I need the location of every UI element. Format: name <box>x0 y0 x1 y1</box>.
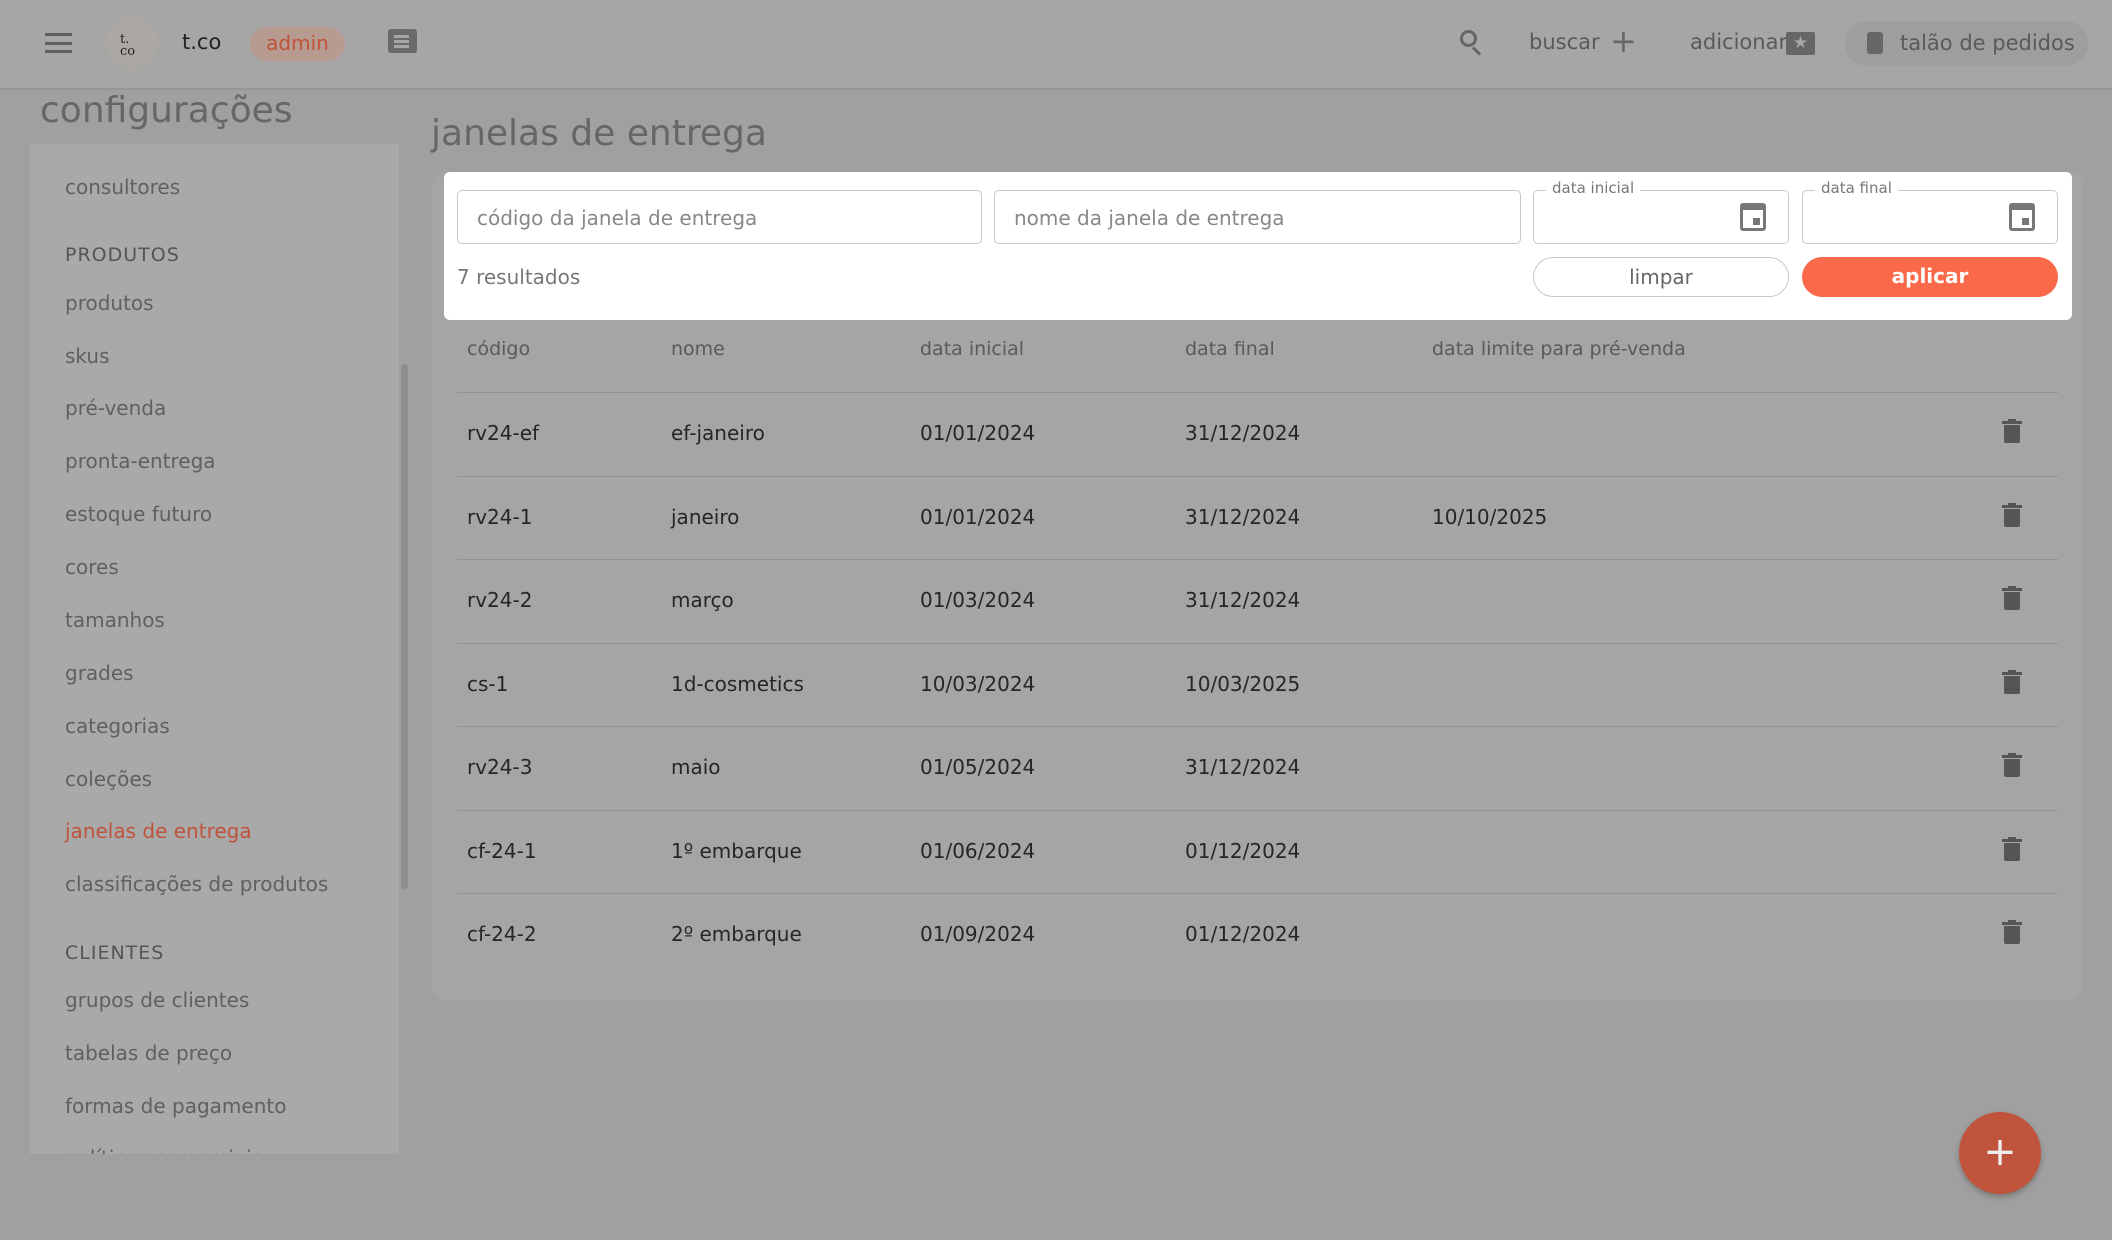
table-cell: rv24-2 <box>467 588 533 612</box>
sidebar-scrollbar[interactable] <box>401 364 408 889</box>
table-cell: 31/12/2024 <box>1185 504 1301 529</box>
chat-icon[interactable] <box>388 29 417 53</box>
table-cell: ef-janeiro <box>671 421 765 445</box>
sidebar-item[interactable]: formas de pagamento <box>65 1094 287 1118</box>
table-cell: março <box>671 588 734 612</box>
settings-title: configurações <box>40 90 293 131</box>
sidebar-item[interactable]: categorias <box>65 714 170 738</box>
trash-icon[interactable] <box>2002 586 2022 610</box>
results-count: 7 resultados <box>457 265 581 289</box>
table-cell: 10/10/2025 <box>1432 504 1548 529</box>
table-cell: maio <box>671 755 721 779</box>
sidebar-item[interactable]: skus <box>65 344 110 368</box>
sidebar-section-heading: CLIENTES <box>65 942 165 964</box>
column-header: data final <box>1185 338 1275 360</box>
calendar-icon[interactable] <box>2009 203 2035 231</box>
table-cell: 31/12/2024 <box>1185 421 1301 445</box>
table-cell: 31/12/2024 <box>1185 588 1301 612</box>
column-header: código <box>467 338 531 360</box>
end-date-field[interactable]: data final <box>1802 179 2058 244</box>
start-date-field[interactable]: data inicial <box>1533 179 1789 244</box>
sidebar-item[interactable]: consultores <box>65 175 181 199</box>
table-cell: 1d-cosmetics <box>671 671 804 696</box>
table-cell: 01/01/2024 <box>920 421 1036 445</box>
table-cell: rv24-3 <box>467 755 533 779</box>
table-cell: janeiro <box>671 504 740 529</box>
table-cell: 01/06/2024 <box>920 838 1036 863</box>
brand-name: t.co <box>182 30 222 54</box>
table-cell: 01/01/2024 <box>920 504 1036 529</box>
table-cell: cs-1 <box>467 671 509 696</box>
table-cell: 01/05/2024 <box>920 755 1036 779</box>
sidebar-item[interactable]: tamanhos <box>65 608 165 632</box>
table-cell: 01/12/2024 <box>1185 922 1301 946</box>
sidebar-item[interactable]: produtos <box>65 291 154 315</box>
table-cell: 10/03/2025 <box>1185 671 1301 696</box>
column-header: data limite para pré-venda <box>1432 338 1686 360</box>
table-row[interactable]: cf-24-2 2º embarque 01/09/2024 01/12/2024 <box>457 893 2058 976</box>
table-cell: 01/12/2024 <box>1185 838 1301 863</box>
role-badge: admin <box>250 27 345 61</box>
sidebar-item[interactable]: estoque futuro <box>65 502 213 526</box>
table-cell: 2º embarque <box>671 922 802 946</box>
trash-icon[interactable] <box>2002 920 2022 944</box>
top-bar: t. co t.co admin buscar + adicionar ★ ta… <box>0 0 2112 90</box>
sidebar-item[interactable]: grupos de clientes <box>65 988 250 1012</box>
table-row[interactable]: rv24-2 março 01/03/2024 31/12/2024 <box>457 559 2058 642</box>
logo[interactable]: t. co <box>106 17 158 69</box>
table-row[interactable]: cs-1 1d-cosmetics 10/03/2024 10/03/2025 <box>457 642 2058 726</box>
sidebar-item[interactable]: pronta-entrega <box>65 449 216 473</box>
table-cell: 01/03/2024 <box>920 588 1036 612</box>
apply-button[interactable]: aplicar <box>1802 257 2058 297</box>
table-row[interactable]: rv24-3 maio 01/05/2024 31/12/2024 <box>457 726 2058 809</box>
star-ticket-icon[interactable]: ★ <box>1786 32 1815 55</box>
table-cell: 31/12/2024 <box>1185 755 1301 779</box>
page-title: janelas de entrega <box>431 113 767 154</box>
sidebar-item[interactable]: cores <box>65 555 119 579</box>
sidebar-item[interactable]: coleções <box>65 767 153 791</box>
table-cell: 10/03/2024 <box>920 671 1036 696</box>
trash-icon[interactable] <box>2002 502 2022 527</box>
calendar-icon[interactable] <box>1740 203 1766 231</box>
clear-button[interactable]: limpar <box>1533 257 1789 297</box>
filter-panel: código da janela de entrega nome da jane… <box>444 172 2072 320</box>
menu-icon[interactable] <box>45 33 72 53</box>
table-cell: rv24-1 <box>467 504 533 529</box>
plus-icon: + <box>1610 22 1637 60</box>
table-cell: cf-24-2 <box>467 922 537 946</box>
search-icon <box>1460 30 1477 47</box>
order-pad-icon <box>1867 32 1883 54</box>
sidebar-section-heading: PRODUTOS <box>65 244 180 266</box>
table-cell: rv24-ef <box>467 421 540 445</box>
sidebar-item[interactable]: pré-venda <box>65 396 167 420</box>
table-row[interactable]: cf-24-1 1º embarque 01/06/2024 01/12/2024 <box>457 809 2058 893</box>
trash-icon[interactable] <box>2002 419 2022 443</box>
table-cell: cf-24-1 <box>467 838 537 863</box>
table-row[interactable]: rv24-ef ef-janeiro 01/01/2024 31/12/2024 <box>457 392 2058 475</box>
table-row[interactable]: rv24-1 janeiro 01/01/2024 31/12/2024 10/10/2… <box>457 475 2058 559</box>
order-pad-button[interactable]: talão de pedidos <box>1845 21 2088 66</box>
trash-icon[interactable] <box>2002 669 2022 694</box>
search-button[interactable]: buscar <box>1458 26 1600 60</box>
add-delivery-window-fab[interactable]: + <box>1959 1112 2041 1194</box>
table-cell: 01/09/2024 <box>920 922 1036 946</box>
column-header: nome <box>671 338 725 360</box>
column-header: data inicial <box>920 338 1025 360</box>
add-button[interactable]: + adicionar <box>1610 22 1788 60</box>
name-filter-input[interactable]: nome da janela de entrega <box>994 190 1521 244</box>
sidebar-item[interactable]: tabelas de preço <box>65 1041 233 1065</box>
code-filter-input[interactable]: código da janela de entrega <box>457 190 982 244</box>
trash-icon[interactable] <box>2002 753 2022 777</box>
sidebar-item[interactable]: classificações de produtos <box>65 872 329 896</box>
sidebar-item[interactable]: janelas de entrega <box>65 819 252 843</box>
sidebar-item[interactable]: políticas comerciais <box>65 1146 262 1154</box>
trash-icon[interactable] <box>2002 836 2022 861</box>
table-cell: 1º embarque <box>671 838 802 863</box>
sidebar-item[interactable]: grades <box>65 661 134 685</box>
settings-sidebar: consultores PRODUTOS produtos skus pré-venda… <box>30 144 399 1154</box>
